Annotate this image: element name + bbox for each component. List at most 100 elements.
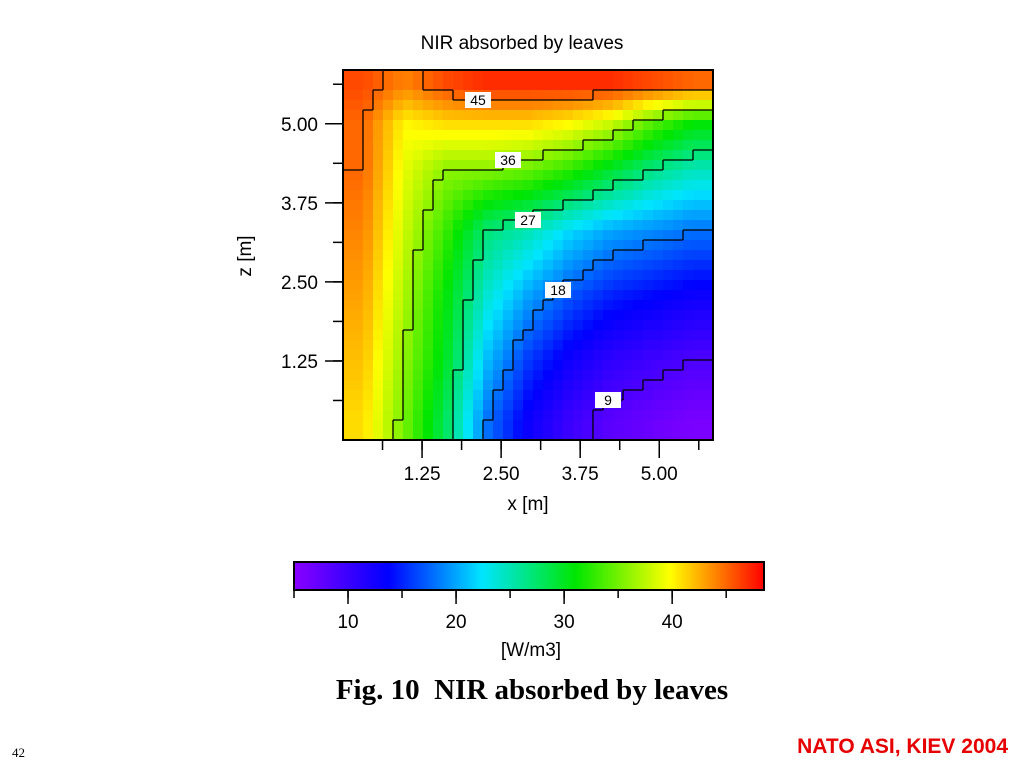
heatmap-cell (693, 240, 704, 251)
heatmap-cell (703, 130, 713, 141)
heatmap-cell (353, 220, 364, 231)
heatmap-cell (513, 120, 524, 131)
heatmap-cell (523, 410, 534, 421)
heatmap-cell (363, 80, 374, 91)
heatmap-cell (423, 330, 434, 341)
heatmap-cells (343, 70, 713, 440)
heatmap-cell (683, 270, 694, 281)
heatmap-cell (423, 120, 434, 131)
heatmap-cell (513, 320, 524, 331)
heatmap-cell (663, 160, 674, 171)
heatmap-cell (413, 130, 424, 141)
heatmap-cell (653, 360, 664, 371)
heatmap-cell (353, 230, 364, 241)
heatmap-cell (533, 170, 544, 181)
contour-label-45: 45 (465, 92, 491, 108)
heatmap-cell (503, 370, 514, 381)
heatmap-cell (353, 80, 364, 91)
heatmap-cell (373, 340, 384, 351)
heatmap-cell (653, 150, 664, 161)
heatmap-cell (343, 70, 354, 81)
heatmap-cell (593, 360, 604, 371)
heatmap-cell (703, 120, 713, 131)
heatmap-cell (633, 380, 644, 391)
heatmap-cell (703, 260, 713, 271)
heatmap-cell (613, 100, 624, 111)
heatmap-cell (513, 400, 524, 411)
heatmap-cell (633, 220, 644, 231)
heatmap-cell (683, 240, 694, 251)
heatmap-cell (423, 220, 434, 231)
heatmap-cell (443, 210, 454, 221)
heatmap-cell (423, 270, 434, 281)
heatmap-cell (363, 380, 374, 391)
heatmap-cell (443, 270, 454, 281)
heatmap-cell (643, 430, 654, 440)
heatmap-cell (613, 270, 624, 281)
heatmap-cell (343, 430, 354, 440)
heatmap-cell (703, 300, 713, 311)
heatmap-cell (563, 130, 574, 141)
heatmap-cell (553, 330, 564, 341)
heatmap-cell (663, 70, 674, 81)
heatmap-cell (483, 80, 494, 91)
heatmap-cell (383, 290, 394, 301)
heatmap-cell (403, 250, 414, 261)
heatmap-cell (653, 320, 664, 331)
heatmap-cell (373, 210, 384, 221)
heatmap-cell (453, 230, 464, 241)
y-tick-label: 3.75 (281, 194, 318, 215)
heatmap-cell (463, 180, 474, 191)
heatmap-cell (453, 130, 464, 141)
heatmap-cell (443, 220, 454, 231)
heatmap-cell (423, 230, 434, 241)
heatmap-cell (623, 350, 634, 361)
heatmap-cell (643, 410, 654, 421)
heatmap-cell (533, 350, 544, 361)
heatmap-cell (393, 170, 404, 181)
heatmap-cell (463, 380, 474, 391)
heatmap-cell (493, 110, 504, 121)
heatmap-cell (613, 120, 624, 131)
heatmap-cell (623, 370, 634, 381)
heatmap-cell (563, 420, 574, 431)
heatmap-cell (703, 280, 713, 291)
heatmap-cell (383, 430, 394, 440)
heatmap-cell (673, 140, 684, 151)
colorbar-tick-label: 30 (554, 612, 575, 633)
heatmap-cell (633, 340, 644, 351)
heatmap-cell (503, 310, 514, 321)
heatmap-cell (443, 330, 454, 341)
heatmap-cell (553, 140, 564, 151)
heatmap-cell (623, 80, 634, 91)
heatmap-cell (353, 140, 364, 151)
heatmap-cell (373, 410, 384, 421)
heatmap-cell (453, 180, 464, 191)
heatmap-cell (393, 70, 404, 81)
x-tick-label: 3.75 (562, 464, 599, 485)
heatmap-cell (363, 140, 374, 151)
heatmap-cell (553, 320, 564, 331)
heatmap-cell (613, 350, 624, 361)
chart-title: NIR absorbed by leaves (421, 33, 624, 54)
heatmap-cell (393, 380, 404, 391)
heatmap-cell (583, 230, 594, 241)
heatmap-cell (363, 90, 374, 101)
heatmap-cell (533, 340, 544, 351)
heatmap-cell (573, 240, 584, 251)
heatmap-cell (393, 210, 404, 221)
heatmap-cell (503, 360, 514, 371)
heatmap-cell (393, 100, 404, 111)
heatmap-cell (563, 350, 574, 361)
heatmap-cell (553, 170, 564, 181)
heatmap-cell (393, 340, 404, 351)
heatmap-cell (603, 420, 614, 431)
heatmap-cell (623, 170, 634, 181)
heatmap-cell (443, 120, 454, 131)
heatmap-cell (693, 390, 704, 401)
heatmap-cell (583, 280, 594, 291)
heatmap-cell (483, 370, 494, 381)
heatmap-cell (383, 160, 394, 171)
heatmap-cell (563, 100, 574, 111)
heatmap-cell (363, 190, 374, 201)
